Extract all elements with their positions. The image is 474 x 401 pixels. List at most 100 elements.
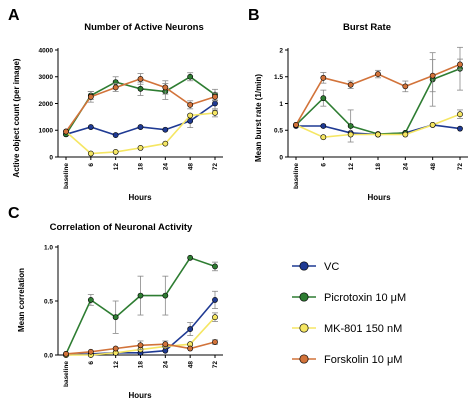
panel-b-x-tick-label: 6 (321, 163, 328, 167)
panel-c-point-forskolin (187, 345, 194, 352)
panel-b-point-forskolin (347, 81, 354, 88)
legend-label: Forskolin 10 μM (324, 354, 402, 366)
panel-c-x-tick-label: 12 (113, 361, 120, 369)
panel-b-point-mk801 (347, 131, 354, 138)
panel-b-y-tick-label: 2 (279, 47, 283, 54)
panel-b-point-mk801 (429, 122, 436, 128)
panel-a-series-forskolin (63, 73, 218, 135)
panel-a-x-tick-label: 18 (138, 163, 145, 171)
panel-a-point-picrotoxin (137, 85, 144, 92)
panel-c-point-picrotoxin (137, 292, 144, 299)
panel-b-plot: 0 0.5 1 1.5 2 baseline 6 12 18 24 48 72 (274, 46, 468, 189)
panel-a-x-tick-label: 12 (113, 163, 120, 171)
panel-a-x-tick-label: 6 (88, 163, 95, 167)
panel-c-y-tick-label: 0.0 (44, 352, 53, 359)
panel-b-point-forskolin (429, 72, 436, 79)
panel-c-x-tick-label: 24 (163, 361, 170, 369)
panel-a-x-tick-label: baseline (63, 163, 70, 189)
legend-swatch-marker (299, 354, 309, 364)
panel-a-point-forskolin (112, 84, 119, 91)
panel-a-point-vc (137, 124, 144, 130)
panel-c-x-tick-label: 48 (187, 361, 194, 369)
panel-letter-b: B (248, 7, 260, 24)
panel-a-point-vc (187, 117, 194, 124)
panel-a-plot: 0 1000 2000 3000 4000 baseline 6 12 18 24 48 72 (39, 47, 223, 189)
panel-a-y-tick-label: 4000 (39, 47, 54, 54)
panel-a-y-tick-label: 0 (49, 154, 53, 161)
panel-b-y-tick-label: 0 (279, 154, 283, 161)
panel-b-ylabel: Mean burst rate (1/min) (254, 74, 263, 162)
panel-b-point-forskolin (402, 83, 409, 90)
panel-c-x-tick-label: 6 (88, 361, 95, 365)
panel-a-xlabel: Hours (128, 193, 152, 202)
panel-c-ylabel: Mean correlation (17, 268, 26, 332)
panel-b-y-tick-label: 1.5 (274, 74, 283, 81)
panel-a-y-tick-label: 3000 (39, 74, 54, 81)
panel-b-point-mk801 (457, 111, 463, 118)
panel-c-series-forskolin (63, 339, 218, 357)
panel-c-series-mk801 (63, 312, 218, 358)
panel-c-point-picrotoxin (112, 314, 119, 321)
panel-c-xlabel: Hours (128, 391, 152, 400)
panel-letter-a: A (8, 7, 20, 24)
panel-b-point-vc (457, 125, 463, 132)
panel-c-x-tick-label: baseline (63, 361, 70, 387)
panel-c-y-tick-label: 1.0 (44, 244, 53, 251)
panel-a-point-vc (162, 126, 169, 133)
panel-b-x-tick-label: baseline (293, 163, 300, 189)
panel-c-point-picrotoxin (187, 254, 194, 261)
panel-c-point-picrotoxin (87, 297, 94, 303)
panel-b-point-forskolin (375, 71, 381, 77)
panel-c-point-mk801 (212, 314, 218, 321)
panel-c-point-forskolin (162, 341, 169, 348)
panel-a-point-picrotoxin (187, 73, 194, 80)
panel-a-point-mk801 (187, 112, 194, 119)
legend-item-mk801: MK-801 150 nM (292, 323, 402, 335)
panel-a-point-vc (87, 124, 94, 130)
panel-a-series-mk801 (63, 108, 218, 157)
panel-c-x-tick-label: 18 (138, 361, 145, 369)
panel-b-series-forskolin (293, 58, 463, 128)
panel-a-point-mk801 (112, 149, 119, 155)
panel-c-point-vc (212, 297, 218, 303)
legend-swatch-marker (299, 323, 309, 333)
panel-a-x-tick-label: 48 (187, 163, 194, 171)
panel-b-y-tick-label: 0.5 (274, 128, 283, 135)
legend-item-vc: VC (292, 261, 339, 273)
legend-swatch-marker (299, 261, 309, 271)
panel-c-point-forskolin (112, 345, 119, 352)
panel-b-point-picrotoxin (347, 123, 354, 129)
panel-b-point-mk801 (320, 134, 327, 141)
panel-b-x-tick-label: 48 (430, 163, 437, 171)
panel-b-point-forskolin (320, 74, 327, 81)
panel-b-point-forskolin (293, 122, 299, 128)
panel-b-x-tick-label: 24 (403, 163, 410, 171)
panel-b-x-tick-label: 18 (375, 163, 382, 171)
panel-a-ylabel: Active object count (per image) (12, 58, 21, 177)
panel-c-point-forskolin (137, 342, 144, 349)
panel-c-series-picrotoxin (63, 254, 218, 357)
panel-a-point-forskolin (87, 93, 94, 100)
legend-item-picrotoxin: Picrotoxin 10 μM (292, 292, 406, 304)
panel-c-point-vc (187, 326, 194, 332)
panel-b-title: Burst Rate (343, 22, 391, 33)
panel-c-x-tick-label: 72 (212, 361, 219, 369)
panel-c-point-forskolin (87, 348, 94, 355)
legend-label: MK-801 150 nM (324, 323, 402, 335)
panel-c-y-tick-label: 0.5 (44, 298, 53, 305)
legend-swatch-marker (299, 292, 309, 302)
panel-a-point-mk801 (212, 109, 218, 116)
panel-b-x-tick-label: 12 (348, 163, 355, 171)
panel-c-title: Correlation of Neuronal Activity (50, 222, 193, 233)
panel-b-xlabel: Hours (367, 193, 391, 202)
panel-a-point-vc (212, 100, 218, 107)
panel-a-point-mk801 (137, 145, 144, 151)
panel-a-point-vc (112, 132, 119, 138)
panel-b-y-tick-label: 1 (279, 101, 283, 108)
panel-b-point-picrotoxin (320, 95, 327, 102)
panel-c-point-picrotoxin (212, 263, 218, 270)
legend-label: Picrotoxin 10 μM (324, 292, 406, 304)
panel-a-point-forskolin (187, 101, 194, 108)
